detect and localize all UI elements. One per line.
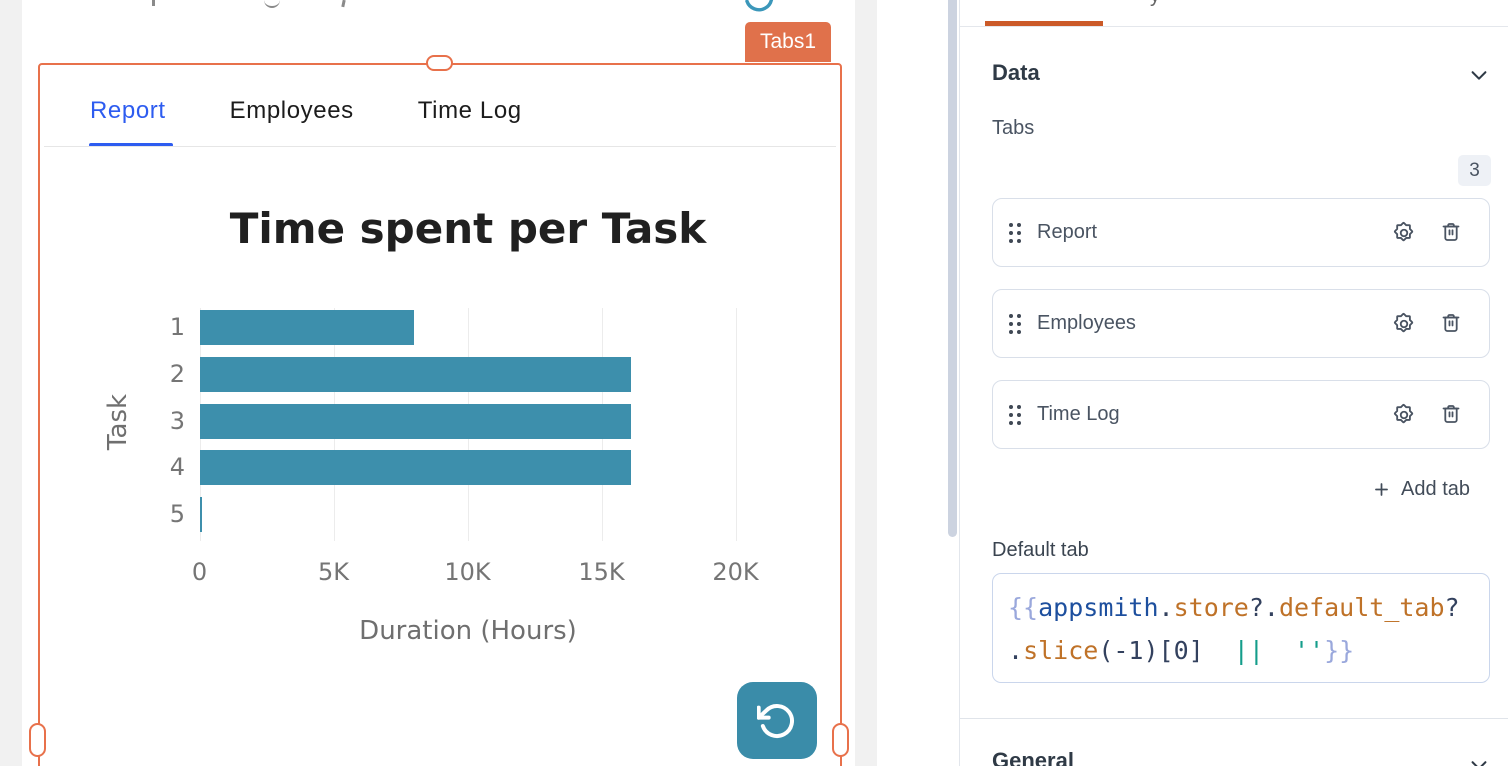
chart-bar: [200, 310, 415, 345]
tab-item-card-employees[interactable]: Employees: [992, 289, 1490, 358]
chart-category-label: 3: [169, 406, 185, 435]
section-header-data[interactable]: Data: [992, 60, 1040, 85]
tab-item-label: Employees: [1037, 312, 1136, 334]
widget-tab-employees[interactable]: Employees: [229, 97, 354, 124]
editor-scrollbar[interactable]: [948, 0, 957, 537]
chevron-down-icon[interactable]: [1468, 64, 1490, 86]
resize-handle-left[interactable]: [29, 723, 46, 757]
tab-item-label: Time Log: [1037, 403, 1120, 425]
widget-name-tag[interactable]: Tabs1: [745, 22, 832, 62]
tab-item-label: Report: [1037, 221, 1098, 243]
chart-bar: [200, 497, 202, 532]
default-tab-label: Default tab: [992, 539, 1089, 561]
pane-style-tab[interactable]: y: [1140, 0, 1186, 7]
tab-bar-divider: [44, 146, 836, 147]
add-tab-label: Add tab: [1401, 478, 1470, 500]
drag-handle-icon[interactable]: [1009, 404, 1021, 425]
gear-icon[interactable]: [1391, 311, 1417, 337]
chart-refresh-button[interactable]: [737, 682, 817, 759]
add-tab-button[interactable]: Add tab: [1372, 478, 1470, 501]
code-line: .slice(-1)[0] || ''}}: [1008, 636, 1355, 665]
chart-gridline: [735, 308, 737, 541]
tab-item-card-time-log[interactable]: Time Log: [992, 380, 1490, 449]
drag-handle-icon[interactable]: [1009, 313, 1021, 334]
widget-tab-report[interactable]: Report: [90, 97, 166, 124]
plus-icon: [1375, 483, 1388, 496]
code-line: {{appsmith.store?.default_tab?: [1008, 593, 1460, 622]
tabs-count-badge: 3: [1458, 155, 1491, 186]
pane-style-tab-partial-label: y: [1150, 0, 1160, 7]
drag-handle-icon[interactable]: [1009, 222, 1021, 243]
chart-x-tick-label: 0: [191, 558, 208, 586]
chart-bar: [200, 403, 632, 439]
chart-bar: [200, 450, 632, 486]
chart-title: Time spent per Task: [229, 204, 707, 253]
chart-x-tick-label: 5K: [317, 558, 349, 586]
resize-handle-top[interactable]: [426, 55, 453, 71]
canvas-right-gutter: [855, 0, 877, 766]
trash-icon[interactable]: [1439, 220, 1465, 246]
widget-tab-time-log[interactable]: Time Log: [417, 97, 522, 124]
gear-icon[interactable]: [1391, 220, 1417, 246]
chart-x-tick-label: 20K: [712, 558, 759, 586]
chart-x-tick-label: 15K: [578, 558, 625, 586]
tab-item-card-report[interactable]: Report: [992, 198, 1490, 267]
widget-tab-bar: Report Employees Time Log: [90, 97, 522, 125]
chart-bar: [200, 356, 632, 392]
chart-y-axis-title: Task: [103, 393, 133, 451]
pane-tab-divider: [960, 26, 1508, 27]
chart-category-label: 5: [169, 500, 185, 528]
chevron-down-icon[interactable]: [1468, 754, 1490, 766]
refresh-icon: [757, 703, 794, 738]
trash-icon[interactable]: [1439, 402, 1465, 428]
chart-category-label: 1: [169, 313, 185, 341]
resize-handle-right[interactable]: [832, 723, 849, 757]
gear-icon[interactable]: [1391, 402, 1417, 428]
refresh-icon[interactable]: [742, 0, 776, 14]
default-tab-code-input[interactable]: {{appsmith.store?.default_tab? .slice(-1)…: [992, 573, 1490, 683]
tabs-property-label: Tabs: [992, 117, 1035, 139]
pane-content-tab-indicator: [985, 21, 1103, 26]
chart-x-tick-label: 10K: [444, 558, 491, 586]
chart-x-axis-title: Duration (Hours): [359, 616, 577, 646]
chart-category-label: 2: [169, 359, 185, 388]
active-tab-underline: [89, 143, 173, 147]
pane-section-divider: [960, 718, 1508, 719]
canvas-left-gutter: [0, 0, 22, 766]
section-header-general[interactable]: General: [992, 748, 1074, 766]
chart-category-label: 4: [169, 453, 185, 482]
property-pane-border: [959, 0, 960, 766]
trash-icon[interactable]: [1439, 311, 1465, 337]
